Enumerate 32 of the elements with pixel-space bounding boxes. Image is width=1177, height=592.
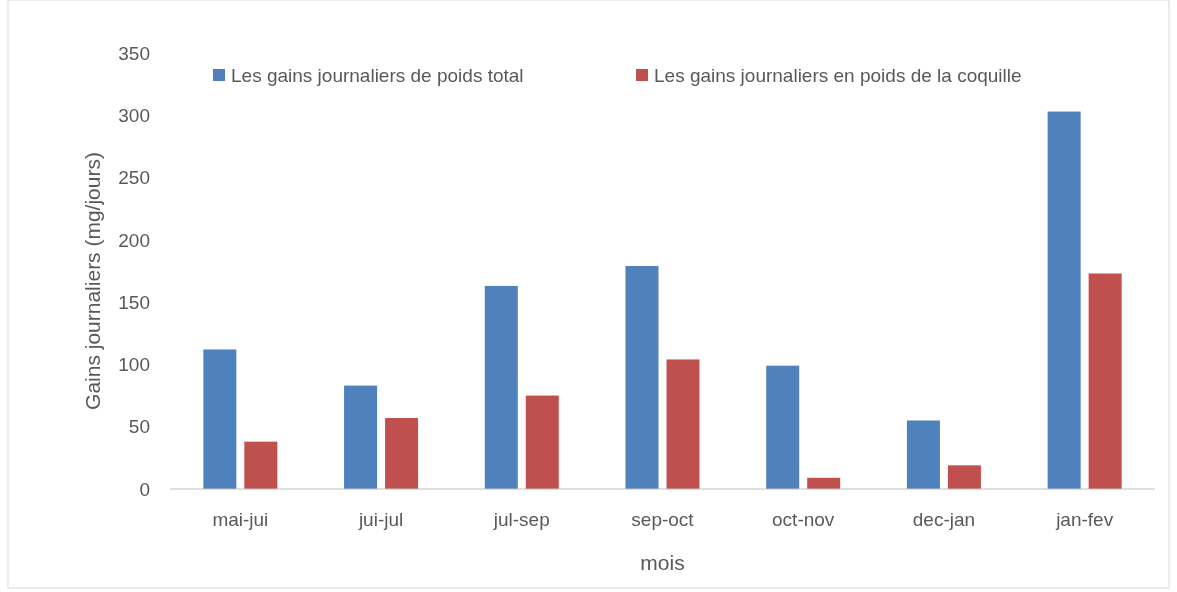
y-tick-label: 150 bbox=[118, 291, 150, 313]
bar bbox=[385, 417, 419, 489]
bar bbox=[244, 441, 278, 489]
bar bbox=[1047, 111, 1081, 489]
y-tick-label: 50 bbox=[128, 416, 150, 438]
bar bbox=[344, 385, 378, 489]
legend-label: Les gains journaliers de poids total bbox=[231, 64, 524, 86]
bar bbox=[906, 420, 940, 489]
x-tick-label: jui-jul bbox=[357, 509, 404, 530]
bar bbox=[203, 349, 237, 489]
y-tick-label: 300 bbox=[118, 104, 150, 126]
y-axis-title: Gains journaliers (mg/jours) bbox=[81, 152, 104, 410]
x-tick-label: dec-jan bbox=[912, 509, 976, 530]
x-tick-label: mai-jui bbox=[212, 509, 269, 530]
bar bbox=[525, 395, 559, 489]
y-tick-label: 100 bbox=[118, 354, 150, 376]
bar bbox=[484, 285, 518, 489]
x-tick-label: sep-oct bbox=[631, 509, 695, 530]
bar bbox=[666, 359, 700, 489]
x-tick-label: jan-fev bbox=[1055, 509, 1114, 530]
y-tick-label: 350 bbox=[118, 42, 150, 64]
bar bbox=[947, 465, 981, 489]
x-tick-label: oct-nov bbox=[772, 509, 835, 530]
y-tick-label: 0 bbox=[139, 478, 150, 500]
bar bbox=[625, 266, 659, 489]
y-tick-label: 200 bbox=[118, 229, 150, 251]
y-tick-label: 250 bbox=[118, 167, 150, 189]
x-tick-label: jul-sep bbox=[492, 509, 550, 530]
bar bbox=[1088, 273, 1122, 489]
bar bbox=[766, 365, 800, 489]
x-axis-title: mois bbox=[640, 551, 685, 574]
legend-label: Les gains journaliers en poids de la coquille bbox=[654, 64, 1022, 86]
